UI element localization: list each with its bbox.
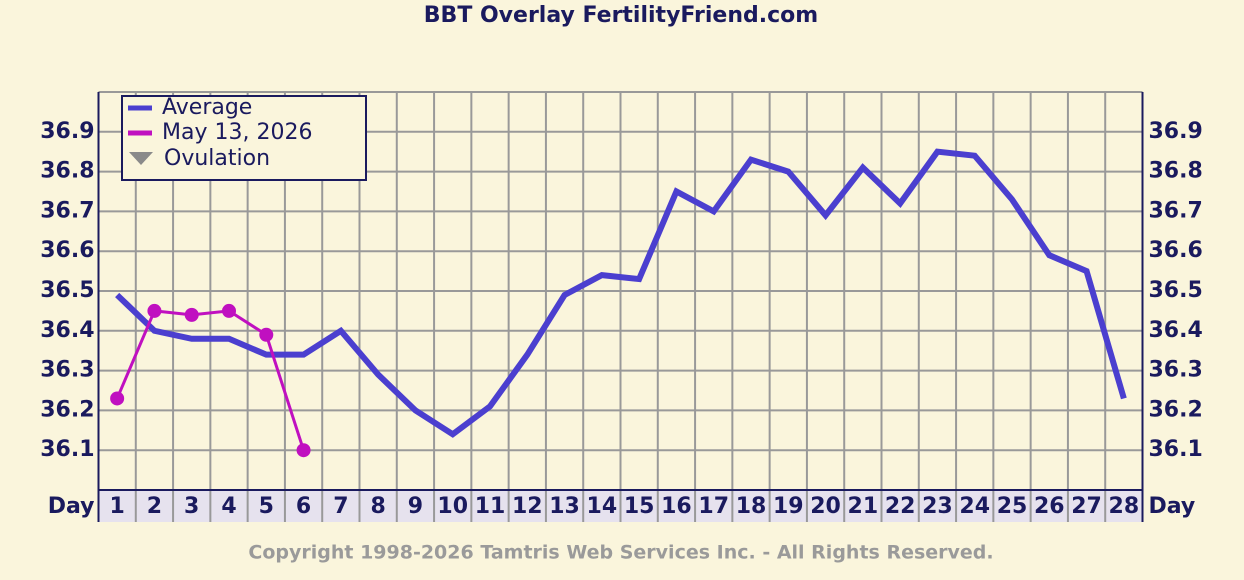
x-tick-label: 10 — [437, 494, 468, 519]
point — [296, 443, 311, 458]
x-tick-label: 13 — [549, 494, 580, 519]
x-tick-label: 28 — [1109, 494, 1140, 519]
y2-tick-label: 36.4 — [1149, 318, 1203, 343]
y2-tick-label: 36.5 — [1149, 278, 1203, 303]
x-tick-label: 20 — [810, 494, 841, 519]
x-tick-label: 24 — [959, 494, 990, 519]
x-tick-label: 26 — [1034, 494, 1065, 519]
y-tick-label: 36.1 — [40, 437, 94, 462]
x-tick-label: 8 — [370, 494, 385, 519]
y-tick-label: 36.2 — [40, 397, 94, 422]
chart-title: BBT Overlay FertilityFriend.com — [424, 3, 818, 28]
x-axis-label-right: Day — [1149, 494, 1196, 519]
y-tick-label: 36.6 — [40, 238, 94, 263]
y2-tick-label: 36.7 — [1149, 198, 1203, 223]
x-tick-label: 11 — [475, 494, 506, 519]
footer: Copyright 1998-2026 Tamtris Web Services… — [248, 542, 993, 564]
x-tick-label: 1 — [109, 494, 124, 519]
y2-tick-label: 36.1 — [1149, 437, 1203, 462]
x-tick-label: 17 — [698, 494, 729, 519]
point — [184, 307, 199, 322]
series-line — [115, 309, 305, 451]
y-tick-label: 36.8 — [40, 159, 94, 184]
x-tick-label: 9 — [408, 494, 423, 519]
y2-tick-label: 36.6 — [1149, 238, 1203, 263]
x-tick-label: 2 — [147, 494, 162, 519]
y-tick-label: 36.7 — [40, 198, 94, 223]
x-tick-label: 16 — [661, 494, 692, 519]
x-tick-label: 18 — [736, 494, 767, 519]
legend-swatch — [129, 152, 153, 165]
y-tick-label: 36.5 — [40, 278, 94, 303]
x-tick-label: 6 — [296, 494, 311, 519]
legend-label: Ovulation — [164, 146, 270, 171]
y2-tick-label: 36.3 — [1149, 358, 1203, 383]
y2-tick-label: 36.8 — [1149, 159, 1203, 184]
legend-label: May 13, 2026 — [162, 120, 312, 145]
x-tick-label: 15 — [624, 494, 655, 519]
x-tick-label: 27 — [1071, 494, 1102, 519]
legend-label: Average — [162, 95, 252, 120]
x-tick-label: 4 — [221, 494, 236, 519]
x-tick-label: 14 — [587, 494, 618, 519]
y-tick-label: 36.4 — [40, 318, 94, 343]
legend-box — [121, 95, 367, 181]
y-tick-label: 36.9 — [40, 119, 94, 144]
x-tick-label: 22 — [885, 494, 916, 519]
x-tick-label: 25 — [997, 494, 1028, 519]
x-tick-label: 3 — [184, 494, 199, 519]
point — [110, 391, 125, 406]
x-tick-label: 5 — [259, 494, 274, 519]
point — [259, 327, 274, 342]
x-axis-label: Day — [48, 494, 95, 519]
point — [222, 303, 236, 318]
x-tick-label: 12 — [512, 494, 543, 519]
y2-tick-label: 36.2 — [1149, 397, 1203, 422]
y2-tick-label: 36.9 — [1149, 119, 1203, 144]
point — [147, 303, 162, 318]
x-tick-label: 21 — [848, 494, 879, 519]
x-tick-label: 19 — [773, 494, 804, 519]
x-tick-label: 7 — [333, 494, 348, 519]
x-tick-label: 23 — [922, 494, 953, 519]
y-tick-label: 36.3 — [40, 358, 94, 383]
series-line — [115, 148, 1127, 438]
